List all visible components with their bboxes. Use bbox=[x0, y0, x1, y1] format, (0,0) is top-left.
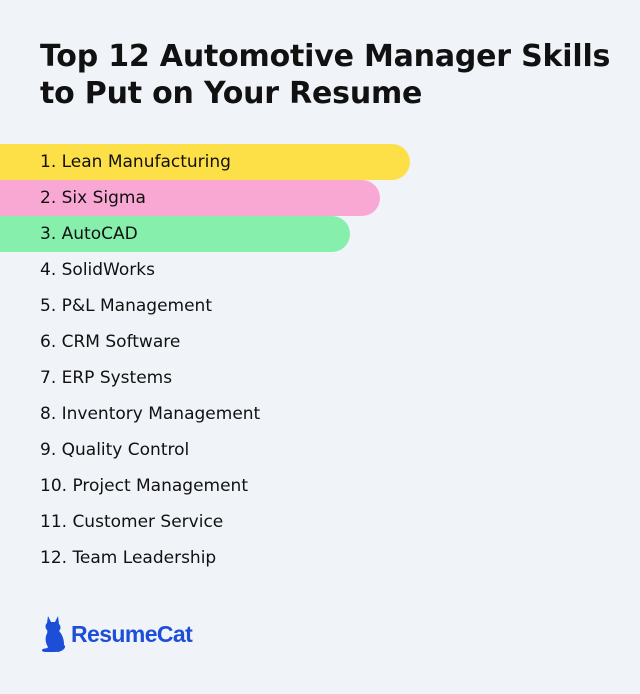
skill-item: 3. AutoCAD bbox=[0, 216, 350, 252]
skill-item: 2. Six Sigma bbox=[0, 180, 380, 216]
skill-item: 7. ERP Systems bbox=[40, 368, 173, 388]
skill-item: 12. Team Leadership bbox=[40, 548, 217, 568]
cat-logo-icon bbox=[41, 616, 66, 652]
skill-item: 6. CRM Software bbox=[40, 332, 181, 352]
brand-logo: ResumeCat bbox=[40, 614, 193, 654]
skill-item: 8. Inventory Management bbox=[40, 404, 261, 424]
brand-name: ResumeCat bbox=[71, 620, 193, 647]
skill-item: 4. SolidWorks bbox=[40, 260, 155, 280]
skill-item: 10. Project Management bbox=[40, 476, 248, 496]
page-title: Top 12 Automotive Manager Skills to Put … bbox=[40, 39, 611, 111]
skill-item: 1. Lean Manufacturing bbox=[0, 144, 410, 180]
skills-list: 1. Lean Manufacturing 2. Six Sigma 3. Au… bbox=[0, 144, 640, 576]
skill-item: 9. Quality Control bbox=[40, 440, 190, 460]
skill-item: 5. P&L Management bbox=[40, 296, 212, 316]
skill-item: 11. Customer Service bbox=[40, 512, 224, 532]
